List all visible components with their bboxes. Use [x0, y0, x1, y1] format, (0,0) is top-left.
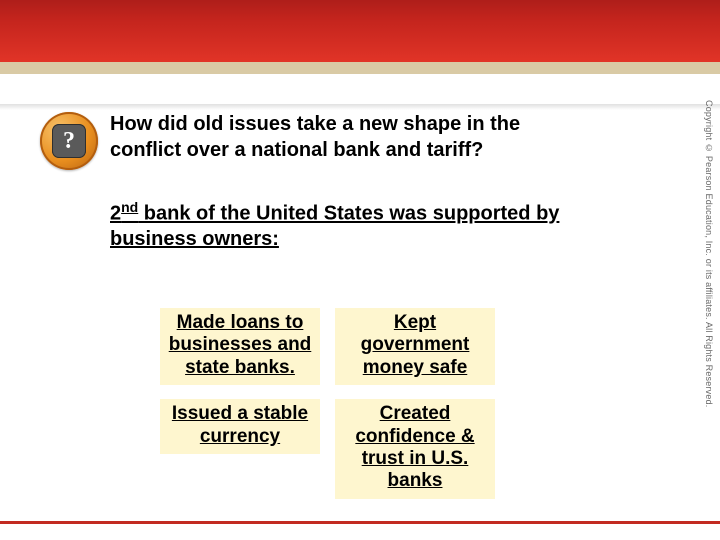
header-white-strip [0, 74, 720, 104]
header-tan-strip [0, 62, 720, 74]
slide: ? How did old issues take a new shape in… [0, 0, 720, 540]
boxes-column-right: Kept government money safe Created confi… [335, 308, 500, 513]
essential-question-badge: ? [40, 112, 98, 170]
question-mark-icon: ? [52, 124, 86, 158]
subheading: 2nd bank of the United States was suppor… [110, 199, 570, 253]
header-band [0, 0, 720, 104]
subhead-ordinal: nd [121, 199, 138, 215]
boxes-column-left: Made loans to businesses and state banks… [160, 308, 325, 468]
footer-rule [0, 521, 720, 524]
header-red-gradient [0, 0, 720, 62]
copyright-text: Copyright © Pearson Education, Inc. or i… [696, 100, 714, 480]
subhead-prefix: 2 [110, 203, 121, 225]
box-loans: Made loans to businesses and state banks… [160, 308, 320, 385]
question-heading: How did old issues take a new shape in t… [110, 112, 570, 163]
box-money-safe: Kept government money safe [335, 308, 495, 385]
box-confidence: Created confidence & trust in U.S. banks [335, 399, 495, 499]
content-area: How did old issues take a new shape in t… [110, 112, 570, 253]
box-currency: Issued a stable currency [160, 399, 320, 454]
subhead-rest: bank of the United States was supported … [110, 203, 559, 251]
